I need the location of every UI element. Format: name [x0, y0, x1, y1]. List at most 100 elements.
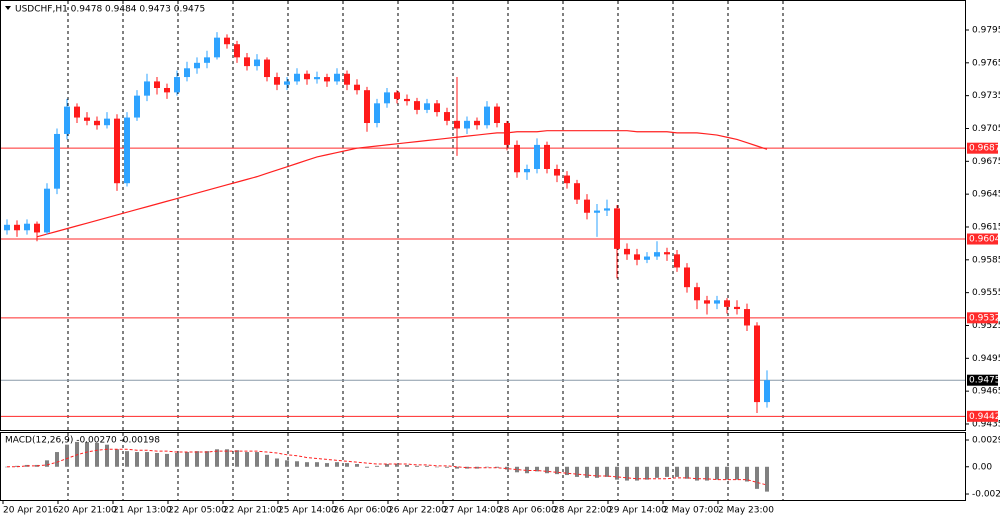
candle-body	[404, 98, 410, 102]
x-tick-label: 2 May 07:00	[663, 506, 719, 516]
moving-average	[36, 130, 768, 238]
candle-body	[294, 73, 300, 82]
candle-body	[594, 210, 600, 213]
macd-title: MACD(12,26,9) -0.00270 -0.00198	[5, 436, 160, 446]
candle-body	[244, 57, 250, 67]
macd-bar	[55, 452, 59, 467]
candle-body	[714, 300, 720, 304]
candle-body	[134, 95, 140, 118]
candle-body	[604, 208, 610, 211]
main-frame	[0, 0, 966, 431]
y-tick-label: 0.9495	[972, 354, 1000, 364]
y-tick-label: 0.9795	[972, 25, 1000, 35]
candle-body	[344, 73, 350, 85]
candle-body	[624, 248, 630, 255]
candle-body	[434, 103, 440, 113]
macd-bar	[485, 466, 489, 468]
candle-body	[264, 59, 270, 78]
macd-bar	[325, 463, 329, 467]
price-label-box	[967, 374, 998, 386]
macd-bar	[45, 460, 49, 467]
candle-body	[444, 112, 450, 121]
candle-body	[54, 133, 60, 189]
macd-bar	[345, 463, 349, 467]
macd-bar	[655, 466, 659, 478]
candle-body	[474, 120, 480, 126]
macd-bar	[465, 466, 469, 469]
macd-bar	[725, 466, 729, 480]
macd-bar	[525, 466, 529, 474]
candle-body	[464, 120, 470, 129]
macd-bar	[315, 462, 319, 467]
candle-body	[744, 309, 750, 326]
macd-bar	[295, 461, 299, 467]
y-tick-label: 0.9765	[972, 58, 1000, 68]
macd-bar	[355, 464, 359, 467]
x-tick-label: 21 Apr 13:00	[113, 506, 172, 516]
macd-bar	[625, 466, 629, 481]
macd-bar	[455, 466, 459, 469]
candle-body	[414, 101, 420, 110]
macd-bar	[555, 466, 559, 475]
candle-body	[734, 306, 740, 310]
x-tick-label: 20 Apr 2016	[3, 506, 59, 516]
candle-body	[764, 380, 770, 403]
candle-body	[334, 73, 340, 82]
candle-body	[254, 59, 260, 67]
macd-bar	[95, 442, 99, 467]
candle-body	[14, 224, 20, 231]
candle-body	[174, 77, 180, 93]
x-tick-label: 26 Apr 22:00	[388, 506, 447, 516]
chart-title: USDCHF,H1 0.9478 0.9484 0.9473 0.9475	[15, 5, 205, 15]
x-tick-label: 29 Apr 14:00	[608, 506, 667, 516]
candle-body	[504, 123, 510, 145]
macd-bar	[175, 452, 179, 467]
macd-bar	[305, 462, 309, 467]
candle-body	[24, 223, 30, 231]
macd-bar	[755, 466, 759, 489]
y-tick-label: 0.9705	[972, 124, 1000, 134]
candle-body	[614, 208, 620, 249]
candle-body	[654, 252, 660, 257]
candle-body	[84, 117, 90, 121]
y-tick-label: 0.9525	[972, 321, 1000, 331]
candle-body	[354, 84, 360, 91]
candle-body	[514, 144, 520, 173]
macd-bar	[745, 466, 749, 482]
candle-body	[554, 168, 560, 176]
x-tick-label: 2 May 23:00	[718, 506, 774, 516]
macd-bar	[265, 454, 269, 467]
candle-body	[674, 254, 680, 268]
candle-body	[34, 223, 40, 233]
macd-bar	[535, 466, 539, 472]
x-tick-label: 28 Apr 22:00	[553, 506, 612, 516]
candle-body	[664, 252, 670, 255]
macd-bar	[415, 465, 419, 467]
macd-y-tick-label: 0.00291	[972, 435, 1000, 445]
macd-bar	[425, 465, 429, 467]
candle-body	[274, 77, 280, 85]
macd-bar	[505, 466, 509, 470]
candle-body	[574, 183, 580, 200]
macd-bar	[195, 451, 199, 467]
candle-body	[64, 106, 70, 134]
y-tick-label: 0.9675	[972, 157, 1000, 167]
x-tick-label: 22 Apr 21:00	[223, 506, 282, 516]
candle-body	[534, 144, 540, 169]
macd-bar	[375, 465, 379, 467]
macd-bar	[705, 466, 709, 481]
candle-body	[524, 168, 530, 173]
candle-body	[114, 118, 120, 184]
price-label: 0.9475	[969, 376, 1000, 386]
candle-body	[644, 256, 650, 260]
macd-bar	[475, 466, 479, 469]
candle-body	[164, 87, 170, 93]
macd-bar	[695, 466, 699, 481]
macd-bar	[575, 466, 579, 477]
candle-body	[74, 106, 80, 118]
candle-body	[4, 224, 10, 231]
x-tick-label: 20 Apr 21:00	[58, 506, 117, 516]
candle-body	[194, 62, 200, 69]
